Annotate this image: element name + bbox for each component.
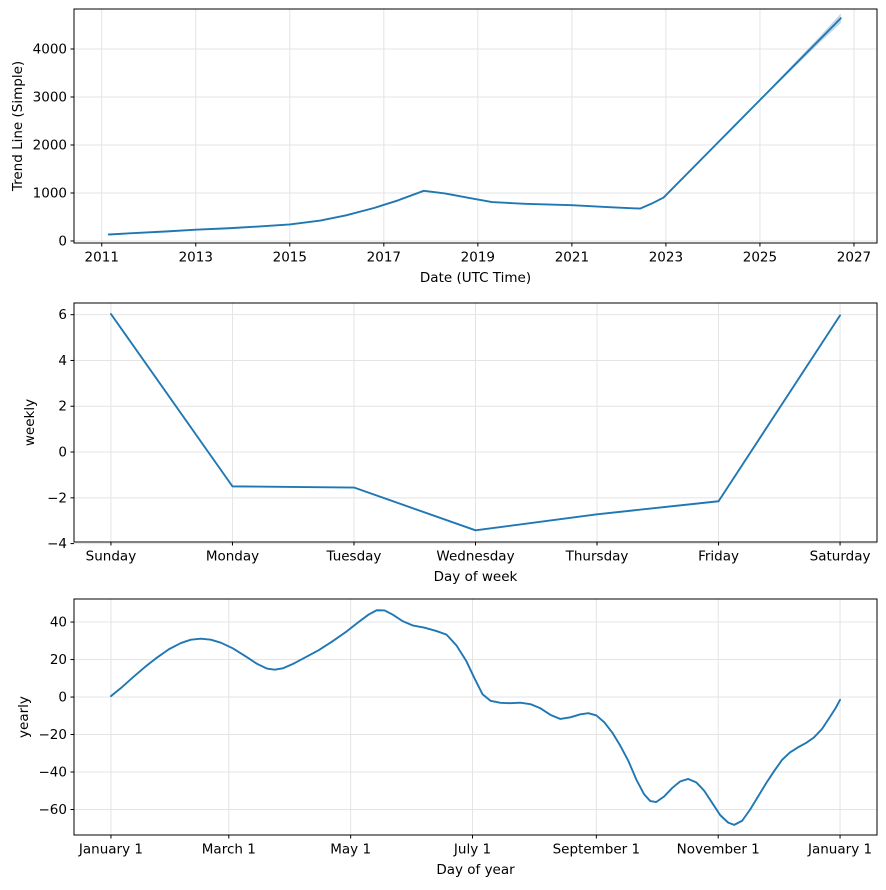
trend-xtick-label: 2025 (743, 250, 777, 266)
yearly-grid (74, 599, 877, 835)
weekly-tick-labels: Sunday Monday Tuesday Wednesday Thursday Frid… (47, 307, 870, 564)
yearly-xtick-label: January 1 (807, 842, 872, 858)
weekly-ylabel: weekly (22, 399, 38, 446)
trend-xtick-label: 2023 (649, 250, 683, 266)
yearly-spines (73, 598, 878, 836)
yearly-xtick-label: January 1 (78, 842, 143, 858)
weekly-xtick-label: Wednesday (436, 549, 514, 565)
yearly-xtick-label: November 1 (677, 842, 760, 858)
trend-line (107, 17, 842, 236)
trend-ytick-label: 3000 (33, 89, 67, 105)
trend-xlabel: Date (UTC Time) (420, 270, 531, 286)
trend-xtick-label: 2017 (367, 250, 401, 266)
trend-ylabel: Trend Line (Simple) (10, 61, 26, 192)
weekly-grid (74, 303, 877, 545)
yearly-xtick-label: July 1 (453, 842, 491, 858)
weekly-xtick-label: Thursday (565, 549, 629, 565)
yearly-ticks (70, 621, 841, 839)
trend-xtick-label: 2027 (837, 250, 871, 266)
trend-spines (73, 8, 878, 244)
yearly-subplot: January 1 March 1 May 1 July 1 September 1 No… (16, 598, 878, 878)
trend-xtick-label: 2015 (273, 250, 307, 266)
yearly-ytick-label: −20 (39, 727, 68, 743)
trend-xtick-label: 2019 (461, 250, 495, 266)
weekly-xtick-label: Tuesday (326, 549, 382, 565)
trend-ticks (70, 48, 855, 247)
trend-xtick-label: 2013 (179, 250, 213, 266)
trend-ytick-label: 4000 (33, 41, 67, 57)
trend-ytick-label: 1000 (33, 185, 67, 201)
trend-ytick-label: 0 (58, 233, 67, 249)
yearly-xtick-label: March 1 (202, 842, 256, 858)
trend-ytick-label: 2000 (33, 137, 67, 153)
trend-xtick-label: 2021 (555, 250, 589, 266)
weekly-ytick-label: 2 (58, 399, 67, 415)
weekly-line (109, 313, 842, 532)
yearly-ytick-label: 40 (50, 615, 67, 631)
yearly-xlabel: Day of year (436, 862, 515, 878)
weekly-xtick-label: Friday (698, 549, 739, 565)
weekly-ytick-label: −4 (47, 536, 67, 552)
yearly-xtick-label: May 1 (330, 842, 371, 858)
weekly-ytick-label: −2 (47, 490, 67, 506)
yearly-xtick-label: September 1 (553, 842, 641, 858)
yearly-tick-labels: January 1 March 1 May 1 July 1 September 1 No… (39, 615, 873, 858)
trend-grid (74, 9, 877, 243)
weekly-ytick-label: 4 (58, 353, 67, 369)
trend-xtick-label: 2011 (85, 250, 119, 266)
yearly-ytick-label: 20 (50, 652, 67, 668)
weekly-xtick-label: Sunday (86, 549, 137, 565)
weekly-xtick-label: Saturday (810, 549, 871, 565)
weekly-ticks (70, 314, 841, 546)
yearly-ylabel: yearly (16, 696, 32, 738)
yearly-line (110, 609, 841, 826)
yearly-ytick-label: 0 (58, 690, 67, 706)
weekly-subplot: Sunday Monday Tuesday Wednesday Thursday Frid… (22, 302, 878, 585)
yearly-ytick-label: −60 (39, 802, 68, 818)
weekly-ytick-label: 6 (58, 307, 67, 323)
trend-subplot: 2011 2013 2015 2017 2019 2021 2023 2025 2027 0 100… (10, 8, 878, 286)
weekly-xlabel: Day of week (434, 569, 518, 585)
weekly-xtick-label: Monday (206, 549, 259, 565)
trend-tick-labels: 2011 2013 2015 2017 2019 2021 2023 2025 2027 0 100… (33, 41, 872, 265)
weekly-ytick-label: 0 (58, 445, 67, 461)
yearly-ytick-label: −40 (39, 765, 68, 781)
